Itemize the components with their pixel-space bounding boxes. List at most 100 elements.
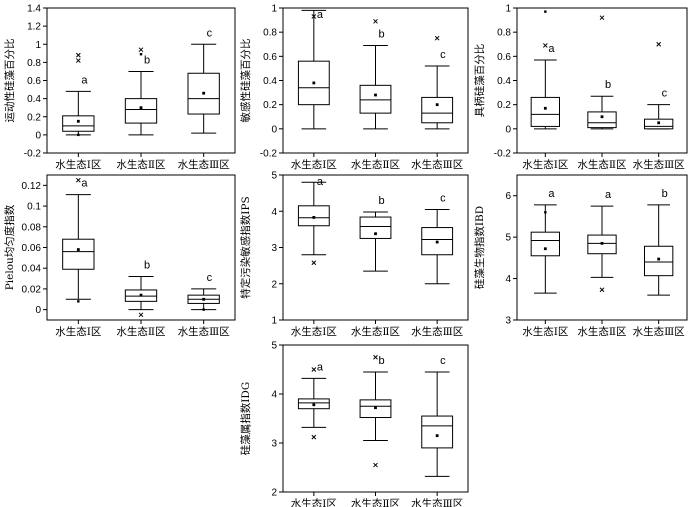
mean-marker <box>139 293 143 297</box>
y-tick-label: 0.04 <box>22 264 42 275</box>
y-tick-label: 1.2 <box>27 22 41 33</box>
box-1: a <box>62 177 95 303</box>
extreme-point <box>75 177 81 183</box>
y-tick-label: 0.08 <box>22 222 42 233</box>
extreme-point <box>138 312 144 318</box>
extreme-point <box>373 354 378 360</box>
y-axis-label: Pielou均匀度指数 <box>3 204 16 290</box>
y-tick-label: 0.8 <box>497 28 511 39</box>
y-tick-label: 1.4 <box>27 4 41 15</box>
mean-marker <box>312 81 316 85</box>
iqr-box <box>530 231 561 257</box>
significance-letter: c <box>440 49 446 61</box>
y-tick-label: 5 <box>271 341 277 352</box>
extreme-point <box>311 367 317 372</box>
y-axis-label: 敏感性硅藻百分比 <box>239 39 252 123</box>
x-category-label: 水生态Ⅲ区 <box>411 325 463 338</box>
y-tick-label: 1 <box>35 40 41 51</box>
extreme-point <box>311 260 317 266</box>
chart-panel-6: 3 4 5 6 硅藻生物指数IBD 水生态Ⅰ区 水生态Ⅱ区 水生态Ⅲ区 a a b <box>473 174 688 338</box>
x-category-label: 水生态Ⅰ区 <box>291 325 337 338</box>
box-1: a <box>297 361 330 440</box>
x-category-label: 水生态Ⅲ区 <box>633 158 685 171</box>
y-tick-label: 0.8 <box>27 58 41 69</box>
extreme-point <box>373 462 378 468</box>
box-3: c <box>421 35 454 130</box>
x-category-label: 水生态Ⅱ区 <box>351 497 400 507</box>
mean-marker <box>657 257 661 261</box>
y-tick-label: -0.2 <box>24 149 42 160</box>
x-category-label: 水生态Ⅰ区 <box>55 158 101 171</box>
significance-letter: b <box>144 260 150 272</box>
significance-letter: a <box>548 43 555 55</box>
y-tick-label: 0.6 <box>263 52 277 63</box>
y-tick-label: 0.4 <box>263 76 277 87</box>
box-2: b <box>124 260 158 318</box>
iqr-box <box>297 205 330 227</box>
mean-marker <box>657 121 661 125</box>
box-3: c <box>421 355 454 477</box>
extreme-point <box>542 43 548 48</box>
box-3: c <box>187 27 220 134</box>
y-tick-label: 0.06 <box>22 243 42 254</box>
box-1: a <box>530 10 561 130</box>
significance-letter: a <box>317 176 324 188</box>
mean-marker <box>139 106 143 110</box>
iqr-box <box>359 216 392 239</box>
y-axis-label: 硅藻生物指数IBD <box>473 206 486 289</box>
y-tick-label: 0.4 <box>27 94 41 105</box>
y-tick-label: 5 <box>271 171 277 182</box>
x-category-label: 水生态Ⅰ区 <box>522 158 568 171</box>
mean-marker <box>76 119 80 123</box>
y-tick-label: 0 <box>35 305 41 316</box>
y-tick-label: 3 <box>271 439 277 450</box>
plot-frame <box>516 7 688 154</box>
iqr-box <box>124 98 158 124</box>
box-2: b <box>359 195 392 272</box>
box-2: b <box>359 18 392 130</box>
x-category-label: 水生态Ⅱ区 <box>351 158 400 171</box>
outlier-point <box>544 10 547 13</box>
iqr-box <box>62 238 95 270</box>
y-tick-label: 1 <box>505 4 511 15</box>
y-tick-label: 4 <box>505 274 511 285</box>
significance-letter: b <box>144 54 150 66</box>
extreme-point <box>75 58 81 63</box>
mean-marker <box>435 240 439 244</box>
y-tick-label: -0.2 <box>494 149 512 160</box>
significance-letter: b <box>662 188 668 200</box>
mean-marker <box>202 297 206 301</box>
y-tick-label: 4 <box>271 390 277 401</box>
mean-marker <box>76 248 80 251</box>
outlier-point <box>77 133 80 137</box>
significance-letter: c <box>662 88 668 100</box>
box-3: c <box>187 272 220 311</box>
y-tick-label: 0 <box>271 124 277 135</box>
y-axis-label: 运动性硅藻百分比 <box>3 39 16 123</box>
y-tick-label: 0 <box>505 124 511 135</box>
mean-marker <box>543 247 547 251</box>
x-category-label: 水生态Ⅰ区 <box>291 497 337 507</box>
x-category-label: 水生态Ⅰ区 <box>291 158 337 171</box>
significance-letter: a <box>548 188 555 200</box>
mean-marker <box>600 241 604 245</box>
iqr-box <box>62 115 95 132</box>
iqr-box <box>421 96 454 124</box>
significance-letter: b <box>605 79 611 91</box>
mean-marker <box>600 115 604 119</box>
x-category-label: 水生态Ⅲ区 <box>411 158 463 171</box>
y-axis-label: 特定污染敏感指数IPS <box>239 196 252 298</box>
box-1: a <box>62 52 95 137</box>
mean-marker <box>312 216 316 219</box>
significance-letter: b <box>379 195 385 207</box>
box-1: a <box>297 176 330 266</box>
y-tick-label: 3 <box>271 243 277 254</box>
significance-letter: a <box>605 189 612 201</box>
y-tick-label: 5 <box>505 233 511 244</box>
box-1: a <box>530 188 561 294</box>
x-category-label: 水生态Ⅰ区 <box>522 325 568 338</box>
significance-letter: a <box>317 9 324 21</box>
x-category-label: 水生态Ⅱ区 <box>577 325 626 338</box>
